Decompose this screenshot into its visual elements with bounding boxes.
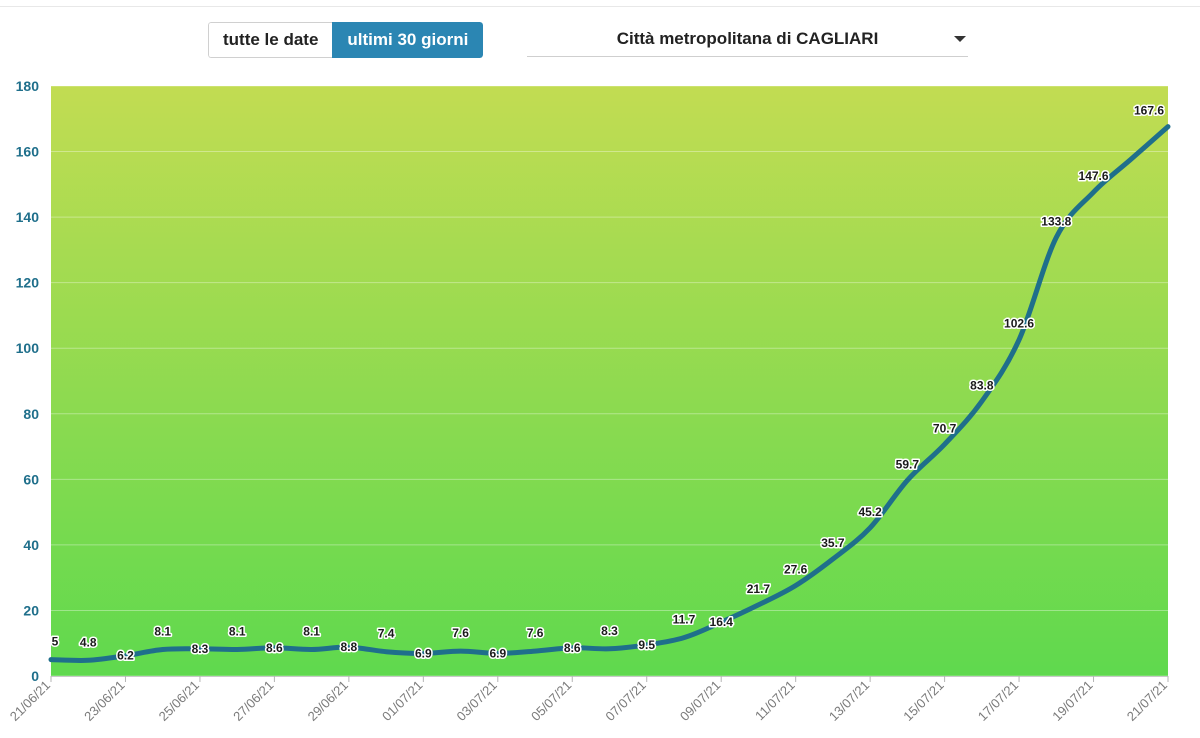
data-label: 7.6 <box>527 626 544 640</box>
data-label: 11.7 <box>673 613 696 627</box>
data-label: 8.6 <box>564 641 581 655</box>
data-label: 70.7 <box>933 421 957 435</box>
x-tick-label: 25/06/21 <box>156 678 202 724</box>
x-tick-label: 17/07/21 <box>975 678 1021 724</box>
x-tick-label: 11/07/21 <box>752 678 798 724</box>
y-tick-label: 40 <box>23 537 39 553</box>
y-tick-label: 0 <box>31 668 39 684</box>
x-tick-label: 05/07/21 <box>528 678 574 724</box>
data-label: 6.2 <box>117 649 134 663</box>
y-tick-label: 180 <box>16 78 40 94</box>
data-label: 4.8 <box>80 635 97 649</box>
y-tick-label: 140 <box>16 209 40 225</box>
data-label: 8.6 <box>266 641 283 655</box>
data-label: 147.6 <box>1079 169 1109 183</box>
x-tick-label: 29/06/21 <box>305 678 351 724</box>
data-label: 7.6 <box>452 626 469 640</box>
area-select-value: Città metropolitana di CAGLIARI <box>616 29 879 48</box>
data-label: 16.4 <box>710 615 734 629</box>
data-label: 21.7 <box>747 582 771 596</box>
all-dates-button[interactable]: tutte le date <box>208 22 333 58</box>
x-tick-label: 19/07/21 <box>1049 678 1095 724</box>
x-tick-label: 07/07/21 <box>602 678 648 724</box>
data-label: 8.3 <box>192 642 209 656</box>
y-tick-label: 120 <box>16 275 40 291</box>
data-label: 6.9 <box>415 646 432 660</box>
data-label: 102.6 <box>1004 317 1034 331</box>
y-tick-label: 80 <box>23 406 39 422</box>
data-label: 7.4 <box>378 627 395 641</box>
data-label: 5 <box>52 635 59 649</box>
data-label: 8.1 <box>154 624 171 638</box>
y-tick-label: 160 <box>16 144 40 160</box>
data-label: 9.5 <box>638 638 655 652</box>
y-tick-label: 60 <box>23 471 39 487</box>
top-divider <box>0 6 1200 7</box>
data-label: 167.6 <box>1134 104 1164 118</box>
x-tick-label: 23/06/21 <box>81 678 127 724</box>
x-tick-label: 03/07/21 <box>454 678 500 724</box>
area-select[interactable]: Città metropolitana di CAGLIARI <box>527 22 968 57</box>
data-label: 8.1 <box>303 624 320 638</box>
plot-background <box>51 86 1168 676</box>
x-tick-label: 13/07/21 <box>826 678 872 724</box>
data-label: 8.3 <box>601 624 618 638</box>
data-label: 8.1 <box>229 624 246 638</box>
x-tick-label: 27/06/21 <box>230 678 276 724</box>
x-tick-label: 21/07/21 <box>1124 678 1170 724</box>
x-tick-label: 01/07/21 <box>379 678 425 724</box>
data-labels: 5 4.8 6.2 8.1 8.3 8.1 8.6 8.1 8.8 7.4 6.9 7.6 6.9 7.6… <box>50 102 1166 664</box>
date-range-toggle: tutte le date ultimi 30 giorni <box>208 22 484 58</box>
x-tick-label: 15/07/21 <box>900 678 946 724</box>
y-tick-label: 20 <box>23 602 39 618</box>
data-label: 35.7 <box>821 536 845 550</box>
data-label: 59.7 <box>896 457 920 471</box>
caret-down-icon <box>954 36 966 42</box>
y-axis: 0 20 40 60 80 100 120 140 160 180 <box>16 78 40 684</box>
y-tick-label: 100 <box>16 340 40 356</box>
data-label: 27.6 <box>784 563 808 577</box>
data-label: 6.9 <box>489 646 506 660</box>
x-tick-label: 21/06/21 <box>7 678 53 724</box>
data-label: 45.2 <box>858 505 882 519</box>
data-label: 8.8 <box>341 640 358 654</box>
last-30-days-button[interactable]: ultimi 30 giorni <box>332 22 484 58</box>
x-tick-label: 09/07/21 <box>677 678 723 724</box>
series-line <box>48 124 1171 663</box>
x-axis: 21/06/21 23/06/21 25/06/21 27/06/21 29/06/21… <box>7 676 1170 724</box>
data-label: 133.8 <box>1041 214 1071 228</box>
data-label: 83.8 <box>970 378 994 392</box>
